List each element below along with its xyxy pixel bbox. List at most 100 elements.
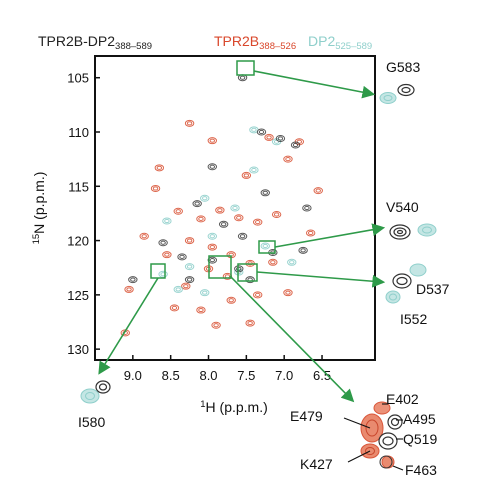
peak-black bbox=[218, 220, 229, 228]
x-tick-label: 9.0 bbox=[124, 368, 142, 383]
peak-red bbox=[181, 282, 191, 290]
peak-red bbox=[283, 289, 293, 297]
peak-cyan bbox=[200, 194, 210, 202]
label-v540: V540 bbox=[386, 199, 419, 215]
inset-g583: G583 bbox=[379, 59, 420, 104]
peak-red bbox=[241, 171, 252, 179]
peak-black bbox=[290, 141, 301, 149]
peak-red bbox=[184, 237, 195, 245]
peak-layer bbox=[120, 74, 323, 337]
y-tick-label: 120 bbox=[67, 234, 89, 249]
label-g583: G583 bbox=[386, 59, 420, 75]
peak-cyan bbox=[260, 242, 270, 250]
peak-cyan bbox=[200, 289, 210, 297]
peak-black bbox=[237, 232, 248, 240]
peak-red bbox=[207, 243, 217, 251]
arrow-d537 bbox=[256, 271, 386, 288]
peak-red bbox=[162, 251, 172, 259]
box-cluster bbox=[208, 255, 232, 279]
peak-cyan bbox=[287, 258, 297, 266]
peak-red bbox=[196, 215, 206, 223]
y-axis-label: 15N (p.p.m.) bbox=[31, 172, 47, 245]
peak-cyan bbox=[249, 166, 259, 174]
peak-red bbox=[305, 229, 316, 237]
y-tick-label: 130 bbox=[67, 342, 89, 357]
x-tick-label: 6.5 bbox=[313, 368, 331, 383]
y-tick-label: 115 bbox=[68, 179, 89, 194]
peak-black bbox=[302, 204, 312, 212]
peak-red bbox=[264, 133, 274, 141]
y-tick-label: 125 bbox=[67, 288, 89, 303]
x-tick-label: 7.0 bbox=[275, 368, 293, 383]
peak-black bbox=[192, 200, 202, 208]
peak-black bbox=[256, 128, 267, 136]
inset-v540: V540 bbox=[386, 199, 437, 240]
label-a495: A495 bbox=[403, 411, 436, 427]
cluster-leader-lines bbox=[343, 403, 404, 471]
legend-black: TPR2B-DP2388–589 bbox=[38, 33, 152, 52]
peak-red bbox=[211, 321, 221, 329]
tick-layer: 9.0 8.5 8.0 7.5 7.0 6.5 105 110 115 120 125 130 bbox=[67, 71, 331, 383]
inset-cluster: E402 E479 A495 Q519 K427 F463 bbox=[290, 391, 437, 478]
label-e402: E402 bbox=[386, 391, 419, 407]
box-g583 bbox=[236, 60, 255, 76]
x-tick-label: 8.5 bbox=[162, 368, 180, 383]
peak-red bbox=[313, 187, 323, 195]
peak-red bbox=[150, 184, 161, 192]
plot-frame bbox=[94, 55, 376, 361]
legend-cyan: DP2525–589 bbox=[308, 33, 372, 52]
peak-red bbox=[184, 119, 195, 127]
peak-black bbox=[207, 256, 217, 264]
peak-red bbox=[226, 296, 236, 304]
label-e479: E479 bbox=[290, 408, 323, 424]
inset-i580: I580 bbox=[78, 380, 111, 430]
peak-cyan bbox=[184, 263, 195, 271]
inset-d537-i552: D537 I552 bbox=[385, 263, 450, 327]
peak-red bbox=[253, 218, 263, 226]
peak-red bbox=[207, 137, 217, 145]
label-i552: I552 bbox=[400, 311, 427, 327]
peak-black bbox=[158, 239, 168, 247]
peak-red bbox=[173, 207, 183, 215]
peak-red bbox=[283, 155, 293, 163]
peak-red bbox=[215, 206, 225, 214]
label-k427: K427 bbox=[300, 456, 333, 472]
x-axis-label: 1H (p.p.m.) bbox=[200, 399, 268, 415]
peak-red bbox=[196, 306, 206, 314]
peak-black bbox=[184, 276, 195, 284]
peak-red bbox=[169, 304, 180, 312]
peak-black bbox=[260, 189, 270, 197]
peak-black bbox=[207, 163, 217, 171]
arrows bbox=[98, 70, 386, 403]
peak-red bbox=[124, 285, 134, 293]
peak-red bbox=[271, 211, 282, 219]
peak-black bbox=[298, 246, 308, 254]
y-tick-label: 105 bbox=[67, 71, 89, 86]
y-tick-label: 110 bbox=[68, 125, 89, 140]
label-q519: Q519 bbox=[403, 431, 437, 447]
arrow-i580 bbox=[98, 277, 159, 375]
label-d537: D537 bbox=[416, 281, 450, 297]
arrow-cluster bbox=[229, 275, 355, 403]
peak-red bbox=[268, 258, 278, 266]
peak-red bbox=[245, 319, 255, 327]
peak-red bbox=[139, 232, 149, 240]
x-tick-label: 8.0 bbox=[199, 368, 217, 383]
peak-red bbox=[253, 291, 263, 299]
legend-red: TPR2B388–526 bbox=[214, 33, 296, 52]
peak-red bbox=[234, 214, 244, 222]
arrow-g583 bbox=[253, 70, 376, 99]
peak-black bbox=[275, 135, 286, 143]
peak-cyan bbox=[173, 285, 183, 293]
peak-black bbox=[177, 253, 187, 261]
peak-red bbox=[154, 164, 165, 172]
label-i580: I580 bbox=[78, 414, 105, 430]
peak-cyan bbox=[162, 217, 172, 225]
x-tick-label: 7.5 bbox=[237, 368, 255, 383]
arrow-v540 bbox=[274, 223, 386, 248]
peak-black bbox=[234, 265, 244, 273]
peak-black bbox=[128, 276, 138, 284]
label-f463: F463 bbox=[405, 462, 437, 478]
peak-cyan bbox=[230, 204, 240, 212]
